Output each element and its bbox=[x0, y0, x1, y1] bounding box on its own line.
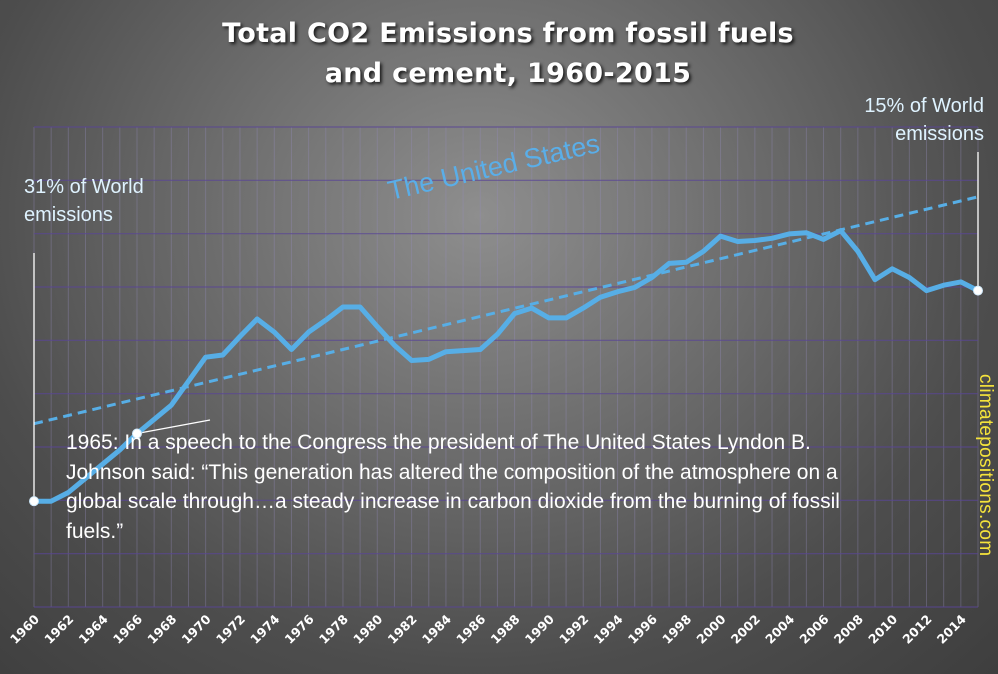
x-tick-label: 1978 bbox=[316, 612, 351, 647]
marker-end bbox=[973, 285, 983, 296]
grid bbox=[33, 126, 979, 608]
x-tick-label: 1990 bbox=[522, 611, 557, 646]
x-tick-label: 2008 bbox=[831, 612, 866, 647]
x-tick-label: 1960 bbox=[7, 611, 42, 646]
x-tick-label: 2014 bbox=[934, 611, 969, 646]
trend-line bbox=[33, 195, 979, 426]
x-tick-label: 2010 bbox=[865, 611, 900, 646]
quote-annotation: 1965: In a speech to the Congress the pr… bbox=[66, 428, 966, 546]
marker-1966 bbox=[131, 428, 142, 439]
x-tick-label: 1982 bbox=[385, 612, 420, 647]
chart-title: Total CO2 Emissions from fossil fuels an… bbox=[0, 14, 998, 94]
x-tick-label: 1972 bbox=[213, 612, 248, 647]
x-tick-label: 1970 bbox=[179, 611, 214, 646]
chart-title-line-2: and cement, 1960-2015 bbox=[324, 58, 692, 89]
end-share-line-2: emissions bbox=[895, 123, 984, 145]
x-tick-label: 1974 bbox=[247, 611, 282, 646]
series-line bbox=[31, 228, 981, 504]
start-share-annotation: 31% of World emissions bbox=[24, 173, 144, 229]
start-share-line-2: emissions bbox=[24, 204, 113, 226]
chart-title-line-1: Total CO2 Emissions from fossil fuels bbox=[222, 18, 794, 49]
x-tick-label: 1986 bbox=[453, 611, 488, 646]
quote-line-3: global scale through…a steady increase i… bbox=[66, 490, 840, 513]
start-share-line-1: 31% of World bbox=[24, 176, 144, 198]
pointer-line-1965 bbox=[136, 419, 211, 435]
x-tick-label: 2000 bbox=[693, 611, 728, 646]
x-tick-label: 1976 bbox=[282, 611, 317, 646]
x-tick-label: 1998 bbox=[659, 612, 694, 647]
quote-line-2: Johnson said: “This generation has alter… bbox=[66, 460, 838, 484]
x-tick-label: 1992 bbox=[556, 612, 591, 647]
x-tick-label: 2012 bbox=[899, 612, 934, 647]
x-tick-label: 2002 bbox=[728, 612, 763, 647]
x-tick-label: 1994 bbox=[590, 611, 625, 646]
x-tick-label: 1966 bbox=[110, 611, 145, 646]
x-tick-label: 1988 bbox=[487, 612, 522, 647]
quote-line-1: 1965: In a speech to the Congress the pr… bbox=[66, 431, 811, 454]
marker-start bbox=[29, 496, 39, 507]
markers bbox=[29, 285, 983, 507]
x-tick-label: 1968 bbox=[144, 612, 179, 647]
x-tick-label: 1962 bbox=[41, 612, 76, 647]
quote-line-4: fuels.” bbox=[66, 519, 124, 543]
x-tick-label: 1996 bbox=[625, 611, 660, 646]
source-watermark: climatepositions.com bbox=[975, 374, 996, 557]
x-axis-ticks: 1960 1962 1964 1966 1968 1970 1972 1974 1976 1978… bbox=[7, 611, 969, 646]
end-share-line-1: 15% of World bbox=[864, 95, 984, 117]
x-tick-label: 2004 bbox=[762, 611, 797, 646]
x-tick-label: 2006 bbox=[796, 611, 831, 646]
x-tick-label: 1980 bbox=[350, 611, 385, 646]
end-share-annotation: 15% of World emissions bbox=[864, 92, 984, 148]
x-tick-label: 1964 bbox=[76, 611, 111, 646]
x-tick-label: 1984 bbox=[419, 611, 454, 646]
